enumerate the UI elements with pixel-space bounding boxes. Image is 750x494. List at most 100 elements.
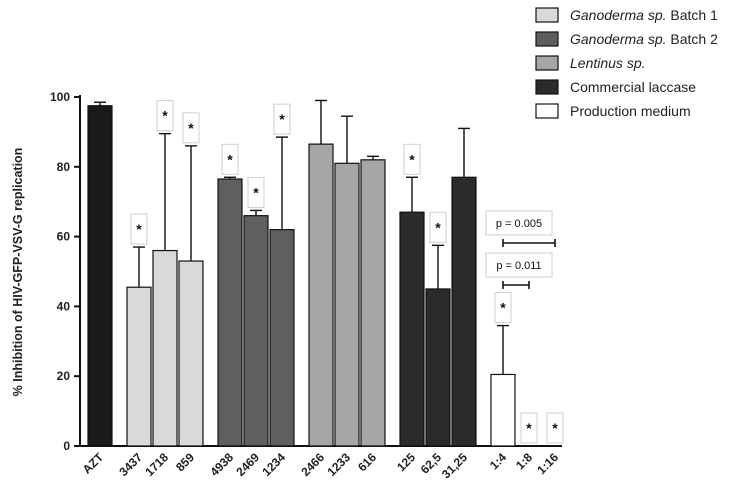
- significance-star: *: [409, 151, 415, 167]
- bar-62-5: *: [425, 211, 451, 447]
- legend: Ganoderma sp. Batch 1 Ganoderma sp. Batch…: [535, 7, 718, 119]
- bar-rect: [243, 215, 269, 447]
- p-value-box: [485, 210, 553, 236]
- bar-1-8: *: [520, 412, 538, 444]
- x-tick-label: 859: [173, 450, 197, 474]
- bars: * * * * * * * * * * *: [87, 99, 564, 447]
- legend-label: Lentinus sp.: [570, 55, 646, 71]
- x-tick-label: AZT: [80, 450, 107, 477]
- legend-swatch: [535, 31, 559, 47]
- legend-item: Ganoderma sp. Batch 2: [535, 31, 718, 47]
- legend-item: Lentinus sp.: [535, 55, 646, 71]
- x-tick-label: 1718: [142, 450, 171, 479]
- x-tick-label: 4938: [207, 450, 236, 479]
- legend-item: Commercial laccase: [535, 79, 696, 95]
- significance-box: [221, 143, 239, 175]
- bar-rect: [87, 105, 113, 447]
- x-tick-label: 2469: [233, 450, 262, 479]
- significance-box: [130, 213, 148, 245]
- legend-label: Ganoderma sp. Batch 1: [570, 7, 718, 23]
- x-tick-label: 125: [394, 450, 418, 474]
- bar-rect: [425, 288, 451, 447]
- significance-star: *: [435, 219, 441, 235]
- bar-31-25: [451, 127, 477, 447]
- bar-616: [360, 155, 386, 447]
- significance-box: [182, 112, 200, 144]
- legend-label: Ganoderma sp. Batch 2: [570, 31, 718, 47]
- significance-box: [156, 100, 174, 132]
- bar-125: *: [399, 143, 425, 447]
- significance-star: *: [552, 420, 558, 436]
- bar-rect: [490, 373, 516, 447]
- bar-1-4: *: [490, 292, 516, 447]
- significance-star: *: [279, 111, 285, 127]
- significance-box: [429, 211, 447, 243]
- significance-box: [546, 412, 564, 444]
- x-tick-label: 31,25: [439, 450, 470, 481]
- y-tick-label: 80: [57, 160, 71, 174]
- bar-859: *: [178, 112, 204, 447]
- bar-AZT: [87, 101, 113, 447]
- significance-box: [403, 143, 421, 175]
- p-value-label: p = 0.005: [496, 218, 542, 230]
- bar-1234: *: [269, 103, 295, 447]
- legend-swatch: [535, 7, 559, 23]
- y-tick-label: 60: [57, 230, 71, 244]
- significance-star: *: [136, 221, 142, 237]
- y-tick-label: 40: [57, 299, 71, 313]
- p-value-annotation: p = 0.011: [485, 252, 553, 289]
- bar-rect: [178, 260, 204, 447]
- bar-3437: *: [126, 213, 152, 447]
- bar-rect: [126, 286, 152, 447]
- significance-star: *: [227, 151, 233, 167]
- y-tick-label: 0: [63, 439, 70, 453]
- bar-2466: [308, 99, 334, 447]
- x-tick-label: 1233: [324, 450, 353, 479]
- significance-box: [247, 176, 265, 208]
- bar-rect: [152, 249, 178, 447]
- x-tick-label: 3437: [116, 450, 145, 479]
- bar-1233: [334, 115, 360, 447]
- bar-rect: [269, 229, 295, 447]
- x-tick-label: 1:4: [487, 450, 509, 472]
- significance-star: *: [500, 300, 506, 316]
- bar-rect: [399, 211, 425, 447]
- legend-item: Ganoderma sp. Batch 1: [535, 7, 718, 23]
- x-tick-label: 1:16: [534, 450, 561, 477]
- x-tick-label: 1234: [259, 450, 288, 479]
- significance-star: *: [188, 120, 194, 136]
- legend-swatch: [535, 103, 559, 119]
- x-tick-label: 616: [355, 450, 379, 474]
- p-value-annotation: p = 0.005: [485, 210, 556, 247]
- bar-4938: *: [217, 143, 243, 447]
- x-tick-label: 1:8: [513, 450, 535, 472]
- p-value-label: p = 0.011: [496, 260, 541, 272]
- significance-box: [273, 103, 291, 135]
- bar-rect: [451, 176, 477, 447]
- legend-swatch: [535, 55, 559, 71]
- bar-rect: [308, 143, 334, 447]
- y-tick-label: 20: [57, 369, 71, 383]
- legend-item: Production medium: [535, 103, 691, 119]
- significance-box: [494, 292, 512, 324]
- y-tick-label: 100: [50, 90, 70, 104]
- x-tick-label: 2466: [298, 450, 327, 479]
- bar-rect: [217, 178, 243, 447]
- significance-box: [520, 412, 538, 444]
- bar-rect: [360, 159, 386, 447]
- p-value-box: [485, 252, 553, 278]
- significance-annotations: p = 0.005 p = 0.011: [485, 210, 556, 289]
- significance-star: *: [526, 420, 532, 436]
- bar-2469: *: [243, 176, 269, 447]
- legend-label: Commercial laccase: [570, 79, 696, 95]
- legend-swatch: [535, 79, 559, 95]
- bar-1718: *: [152, 100, 178, 447]
- bar-rect: [334, 162, 360, 447]
- bar-1-16: *: [546, 412, 564, 444]
- significance-star: *: [162, 108, 168, 124]
- significance-star: *: [253, 184, 259, 200]
- y-axis-label: % Inhibition of HIV-GFP-VSV-G replicatio…: [11, 148, 25, 397]
- legend-label: Production medium: [570, 103, 691, 119]
